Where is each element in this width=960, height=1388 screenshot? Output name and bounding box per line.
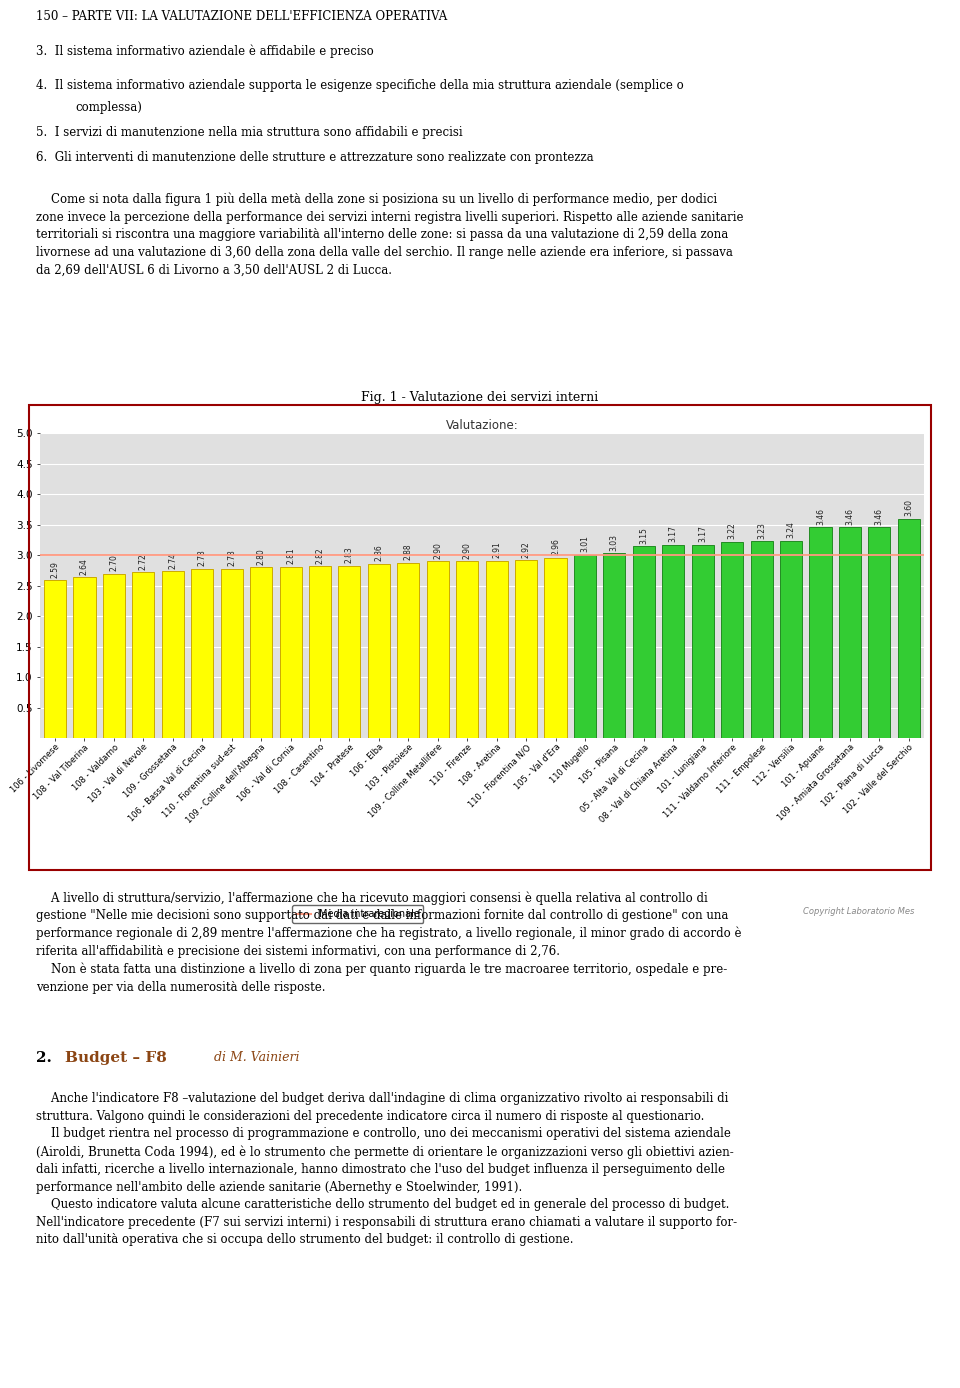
Text: 4.  Il sistema informativo aziendale supporta le esigenze specifiche della mia s: 4. Il sistema informativo aziendale supp… [36,79,684,92]
Text: 2.70: 2.70 [109,554,118,570]
Bar [604,554,626,738]
Text: 2.78: 2.78 [198,550,206,566]
Text: 3.46: 3.46 [875,508,884,525]
Bar [751,541,773,738]
Text: 2.91: 2.91 [492,541,501,558]
Text: 3.01: 3.01 [581,536,589,552]
Text: Fig. 1 - Valutazione dei servizi interni: Fig. 1 - Valutazione dei servizi interni [361,391,599,404]
Bar [515,561,538,738]
Legend: Media intraregionale: Media intraregionale [293,905,423,923]
Bar [309,566,331,738]
Bar [633,545,655,738]
Text: Come si nota dalla figura 1 più della metà della zone si posiziona su un livello: Come si nota dalla figura 1 più della me… [36,193,744,276]
Text: 2.82: 2.82 [316,547,324,564]
Text: 2.59: 2.59 [51,561,60,577]
Bar [73,577,95,738]
Bar [338,565,360,738]
Bar [574,555,596,738]
Text: di M. Vainieri: di M. Vainieri [214,1051,300,1063]
Bar [662,545,684,738]
Bar [839,527,861,738]
Bar [279,566,301,738]
Text: 2.88: 2.88 [404,544,413,561]
Text: 3.24: 3.24 [786,522,796,539]
Bar [221,569,243,738]
Text: 6.  Gli interventi di manutenzione delle strutture e attrezzature sono realizzat: 6. Gli interventi di manutenzione delle … [36,151,594,164]
Bar [721,541,743,738]
Bar [44,580,66,738]
Bar [869,527,891,738]
Text: 3.46: 3.46 [846,508,854,525]
Text: 2.83: 2.83 [345,547,354,564]
Bar [456,561,478,738]
Bar [132,572,155,738]
Text: 2.80: 2.80 [256,548,266,565]
Text: 2.: 2. [36,1051,53,1065]
Text: 3.17: 3.17 [669,526,678,543]
Text: 2.90: 2.90 [433,541,443,559]
Bar [161,570,184,738]
Bar [426,561,449,738]
Text: Budget – F8: Budget – F8 [65,1051,167,1065]
Bar [103,573,125,738]
Text: 2.86: 2.86 [374,544,383,561]
Text: 3.17: 3.17 [698,526,708,543]
Text: 2.90: 2.90 [463,541,471,559]
Text: 3.46: 3.46 [816,508,825,525]
Bar [898,519,920,738]
Text: 3.15: 3.15 [639,526,648,544]
Bar [397,562,420,738]
Text: 2.81: 2.81 [286,548,295,565]
Text: 2.92: 2.92 [521,541,531,558]
Text: Copyright Laboratorio Mes: Copyright Laboratorio Mes [804,906,915,916]
Bar [250,568,273,738]
Text: 2.96: 2.96 [551,539,560,555]
Text: complessa): complessa) [75,101,142,114]
Text: 5.  I servizi di manutenzione nella mia struttura sono affidabili e precisi: 5. I servizi di manutenzione nella mia s… [36,126,463,139]
Bar [691,545,713,738]
Bar [544,558,566,738]
Text: 3.22: 3.22 [728,522,736,540]
Text: 2.72: 2.72 [139,552,148,570]
Text: 2.64: 2.64 [80,558,89,575]
Text: 3.03: 3.03 [610,534,619,551]
Text: 3.23: 3.23 [757,522,766,539]
Text: 150 – PARTE VII: LA VALUTAZIONE DELL'EFFICIENZA OPERATIVA: 150 – PARTE VII: LA VALUTAZIONE DELL'EFF… [36,10,447,22]
Text: Anche l'indicatore F8 –valutazione del budget deriva dall'indagine di clima orga: Anche l'indicatore F8 –valutazione del b… [36,1092,737,1246]
Bar [191,569,213,738]
Bar [368,564,390,738]
Text: A livello di struttura/servizio, l'affermazione che ha ricevuto maggiori consens: A livello di struttura/servizio, l'affer… [36,891,742,994]
Bar [486,561,508,738]
Text: 3.  Il sistema informativo aziendale è affidabile e preciso: 3. Il sistema informativo aziendale è af… [36,44,374,58]
Text: 2.74: 2.74 [168,552,178,569]
Title: Valutazione:: Valutazione: [445,419,518,432]
Bar [780,540,803,738]
Bar [809,527,831,738]
Text: 3.60: 3.60 [904,500,913,516]
Text: 2.78: 2.78 [228,550,236,566]
